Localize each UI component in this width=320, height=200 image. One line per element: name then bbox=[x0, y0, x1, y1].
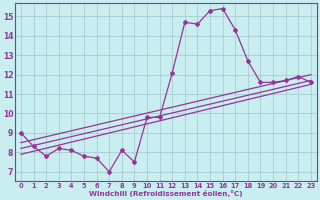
X-axis label: Windchill (Refroidissement éolien,°C): Windchill (Refroidissement éolien,°C) bbox=[89, 190, 243, 197]
